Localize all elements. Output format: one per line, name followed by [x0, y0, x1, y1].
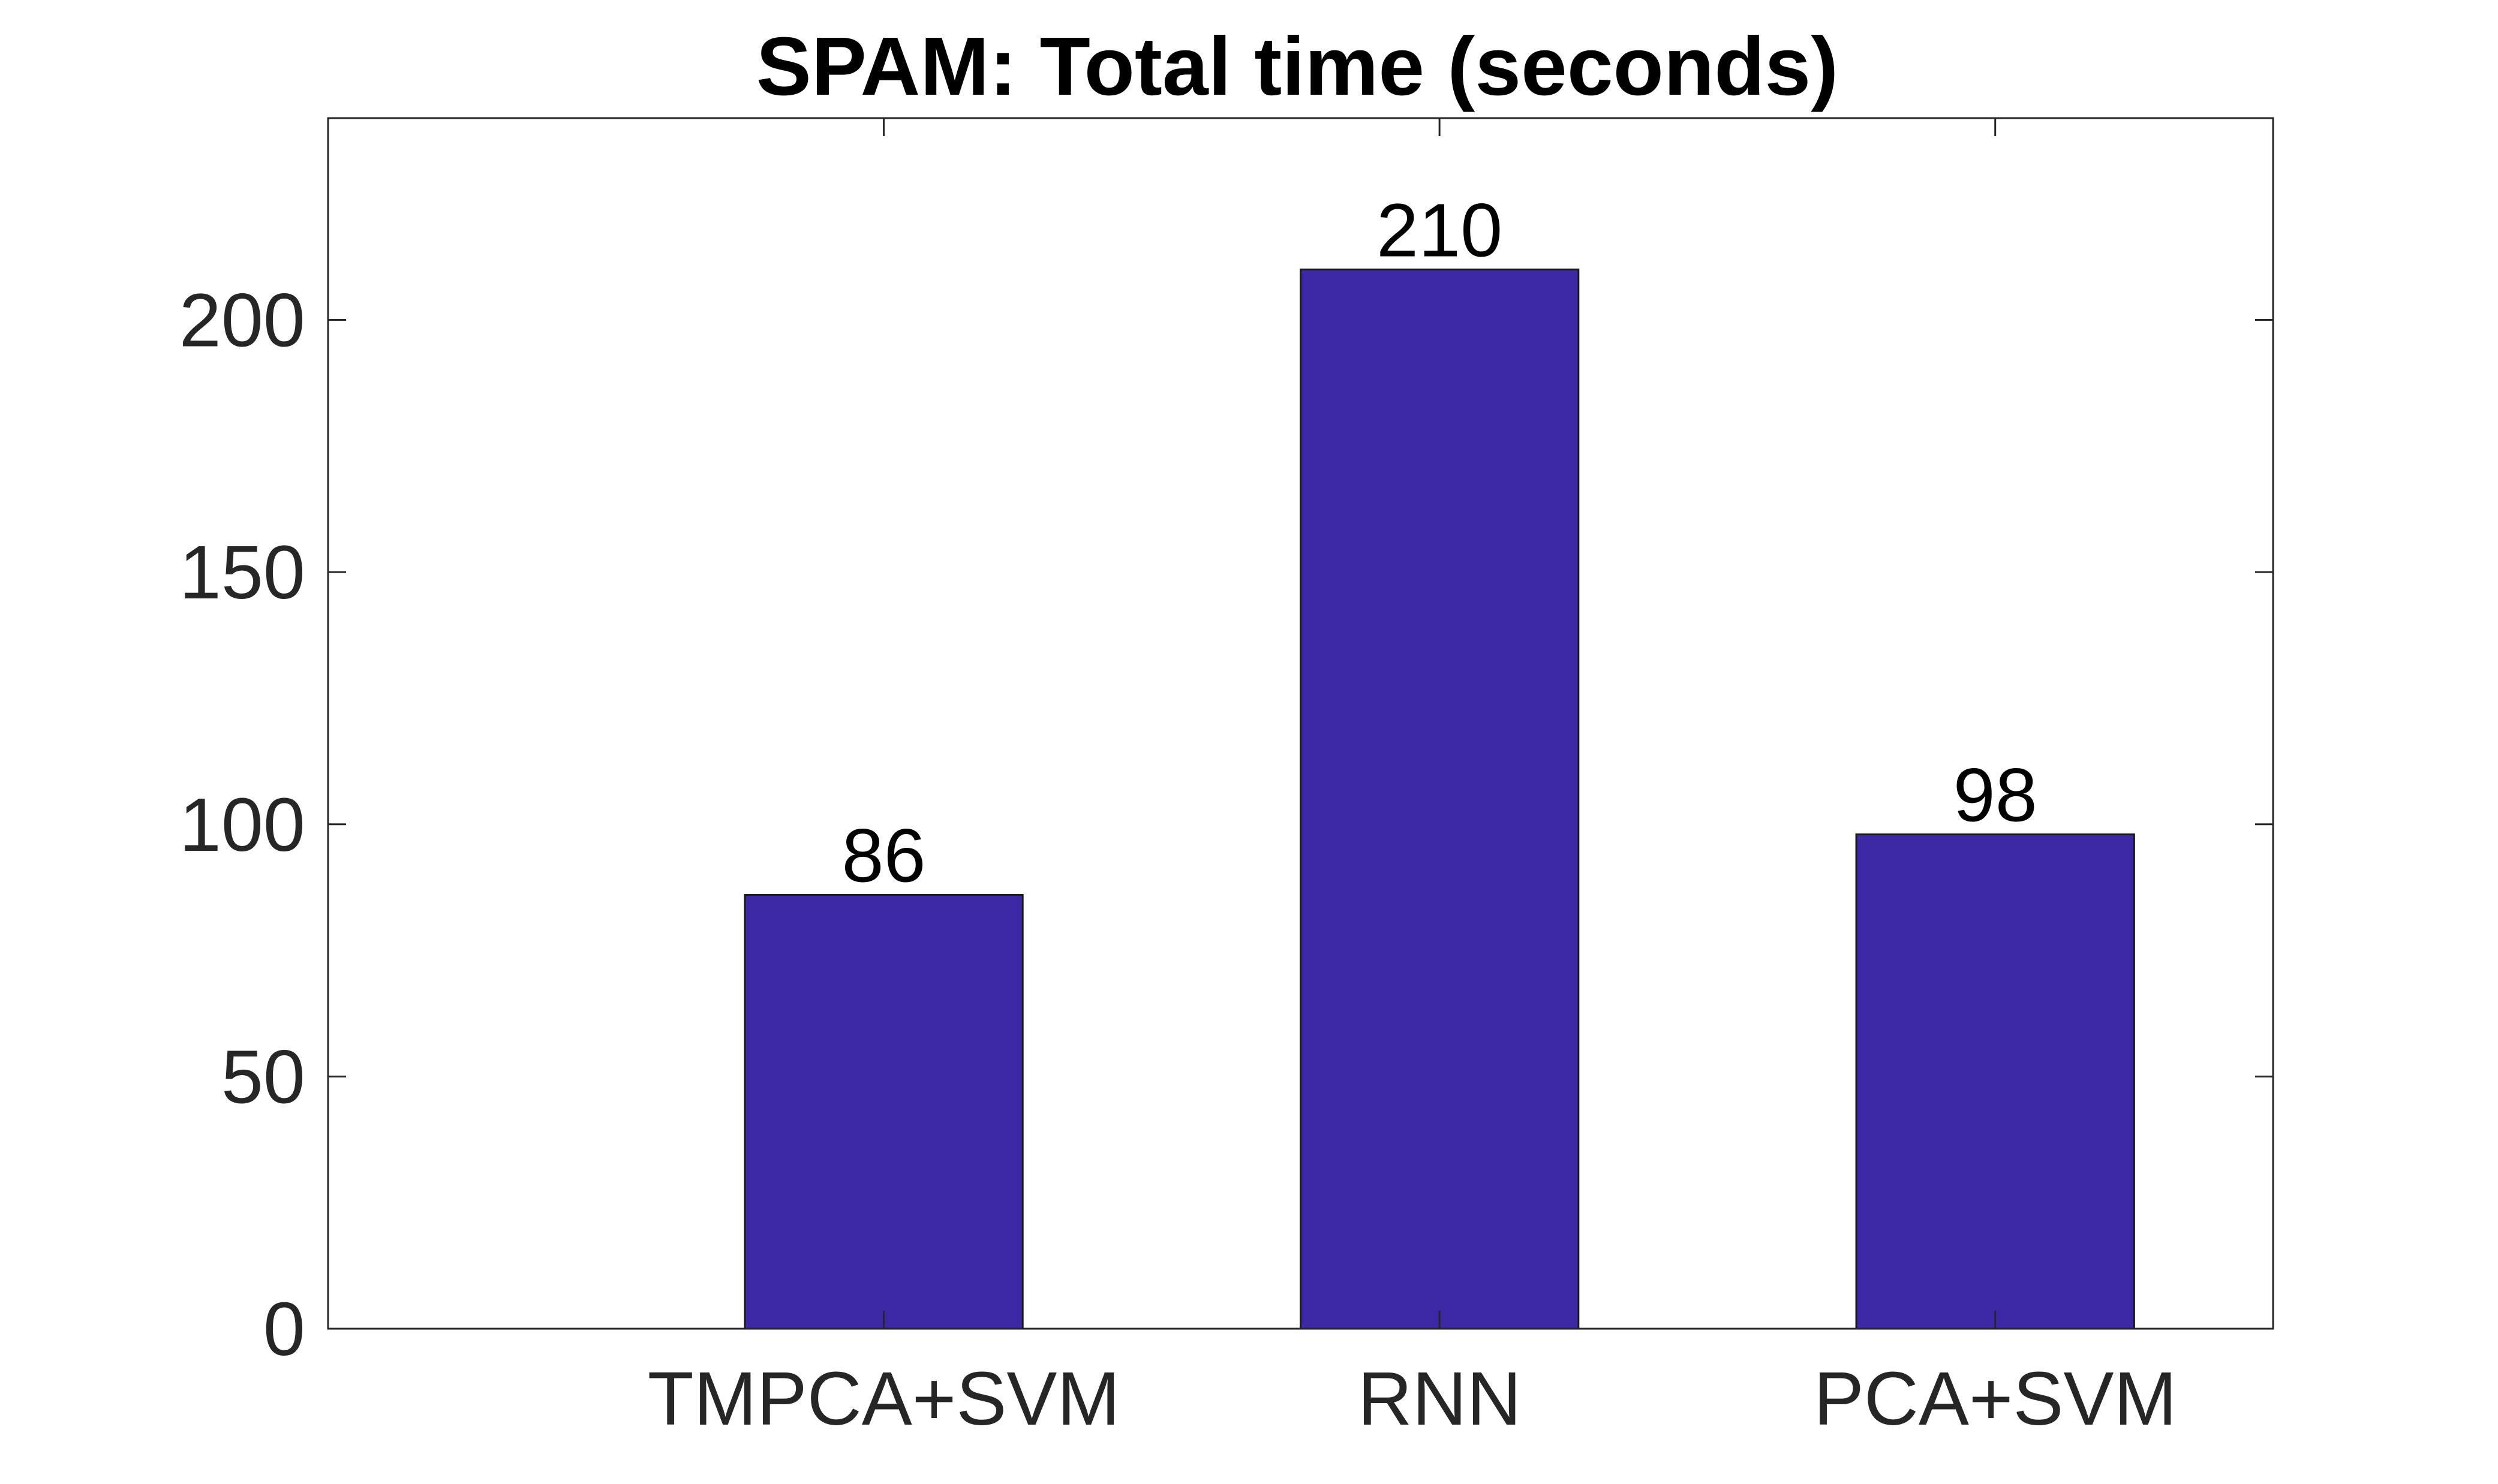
data-label-2: 98 — [1953, 753, 2037, 838]
bar-0 — [744, 894, 1024, 1330]
data-label-0: 86 — [841, 814, 925, 898]
plot-area: 0 50 100 150 200 TMPCA+SVM RNN PCA+SVM 86 210 98 — [179, 117, 2274, 1441]
y-tick-label-4: 200 — [179, 278, 305, 363]
y-tick-label-2: 100 — [179, 782, 305, 867]
y-tick-label-0: 0 — [263, 1287, 305, 1371]
x-tick-label-2: PCA+SVM — [1814, 1356, 2177, 1441]
y-tick-label-1: 50 — [221, 1034, 305, 1119]
chart-title: SPAM: Total time (seconds) — [756, 20, 1838, 113]
y-tick-label-3: 150 — [179, 530, 305, 615]
x-tick-label-0: TMPCA+SVM — [648, 1356, 1120, 1441]
bar-1 — [1300, 268, 1580, 1330]
data-label-1: 210 — [1376, 188, 1502, 272]
axes-box — [327, 117, 2274, 1330]
x-tick-label-1: RNN — [1358, 1356, 1522, 1441]
bar-2 — [1855, 833, 2135, 1330]
